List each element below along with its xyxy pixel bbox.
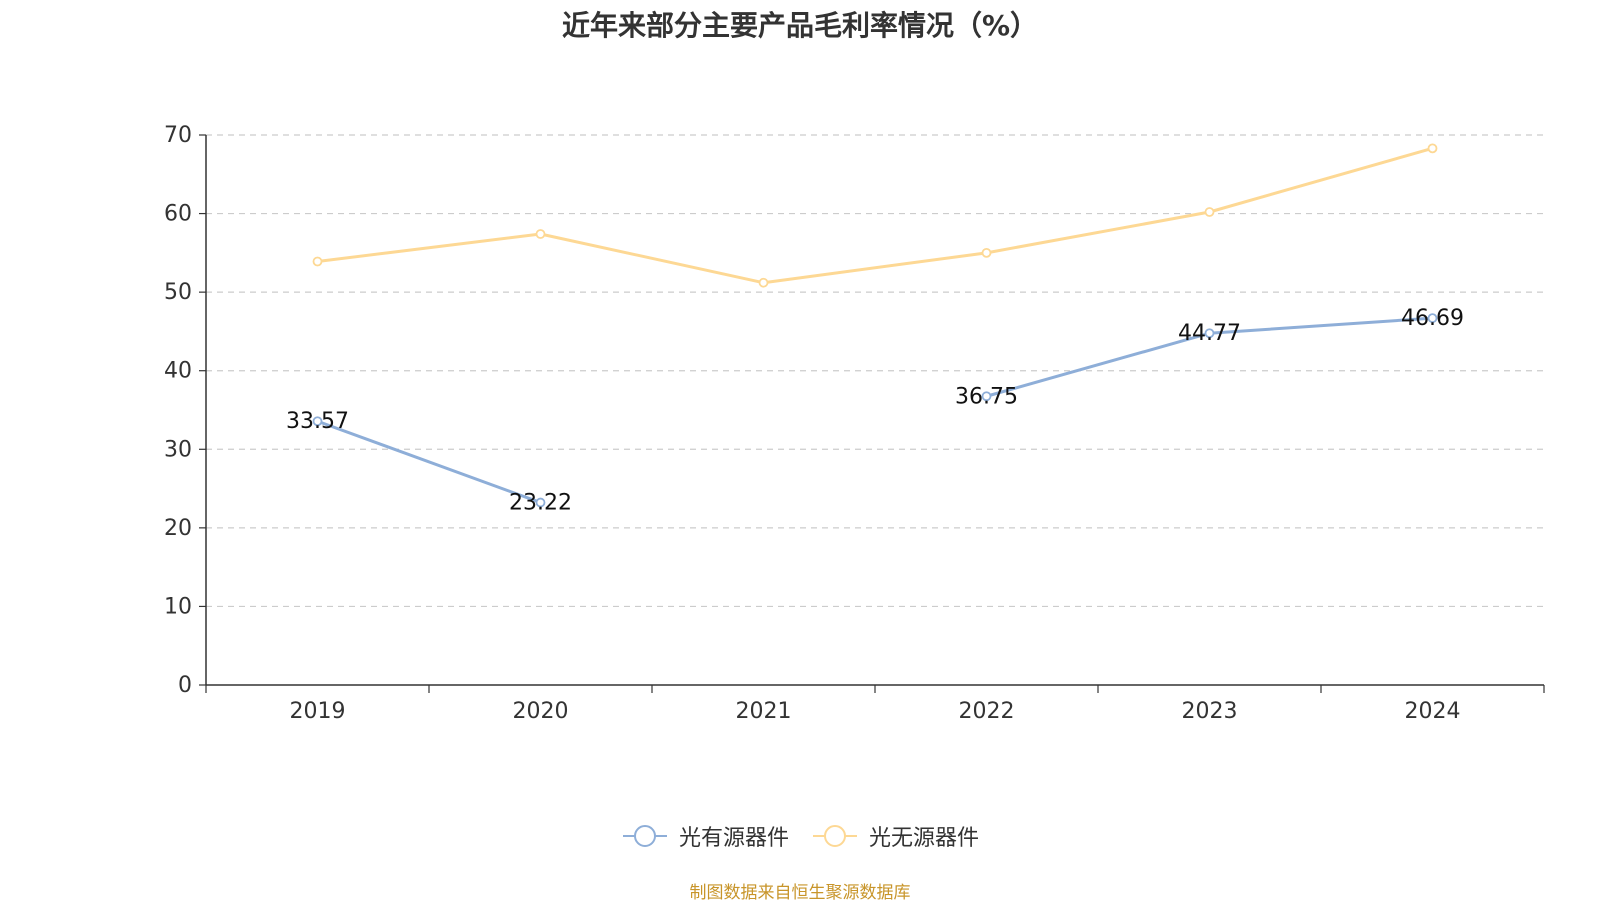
y-tick-label: 20	[164, 516, 192, 541]
series-lines	[312, 143, 1438, 508]
chart-title: 近年来部分主要产品毛利率情况（%）	[561, 9, 1039, 42]
legend: 光有源器件 光无源器件	[0, 820, 1600, 852]
x-tick-label: 2019	[290, 699, 346, 724]
data-point-series-2	[1204, 207, 1215, 217]
data-labels: 33.57 23.22 36.75 44.77 46.69	[286, 306, 1464, 515]
axes: 0 10 20 30 40 50 60 70 2019 2020 2021 2022 2023 2024	[164, 123, 1545, 724]
data-label-series-1: 46.69	[1401, 306, 1464, 331]
y-tick-label: 50	[164, 280, 192, 305]
y-tick-label: 60	[164, 202, 192, 227]
grid-lines	[206, 134, 1544, 608]
x-tick-label: 2020	[513, 699, 569, 724]
y-tick-label: 30	[164, 437, 192, 462]
data-point-series-2	[312, 256, 323, 267]
data-label-series-1: 36.75	[955, 384, 1018, 409]
data-label-series-1: 44.77	[1178, 321, 1241, 346]
data-point-series-1	[312, 416, 323, 427]
series-line-2	[317, 146, 1433, 285]
legend-label-series-1: 光有源器件	[678, 826, 789, 851]
y-tick-label: 0	[178, 673, 192, 698]
x-tick-label: 2022	[959, 699, 1015, 724]
data-point-series-2	[1427, 143, 1438, 154]
y-tick-label: 70	[164, 123, 192, 148]
legend-marker-series-1-icon	[622, 825, 667, 847]
data-point-series-1	[981, 391, 992, 402]
data-point-series-1	[535, 497, 546, 508]
data-point-series-2	[981, 247, 992, 258]
legend-item-series-1[interactable]: 光有源器件	[621, 820, 789, 852]
legend-item-series-2[interactable]: 光无源器件	[811, 820, 979, 852]
data-point-series-2	[758, 277, 769, 288]
data-point-series-1	[1427, 313, 1438, 324]
x-tick-label: 2021	[736, 699, 792, 724]
x-tick-label: 2023	[1182, 699, 1238, 724]
data-label-series-1: 33.57	[286, 409, 349, 434]
y-tick-label: 10	[164, 594, 192, 619]
y-tick-label: 40	[164, 359, 192, 384]
source-note: 制图数据来自恒生聚源数据库	[689, 883, 911, 903]
series-line-1	[316, 419, 542, 504]
data-label-series-1: 23.22	[509, 491, 572, 516]
legend-marker-series-2-icon	[813, 825, 857, 847]
data-point-series-2	[535, 229, 546, 239]
x-tick-label: 2024	[1405, 699, 1461, 724]
data-point-series-1	[1204, 328, 1215, 339]
legend-label-series-2: 光无源器件	[869, 826, 980, 851]
